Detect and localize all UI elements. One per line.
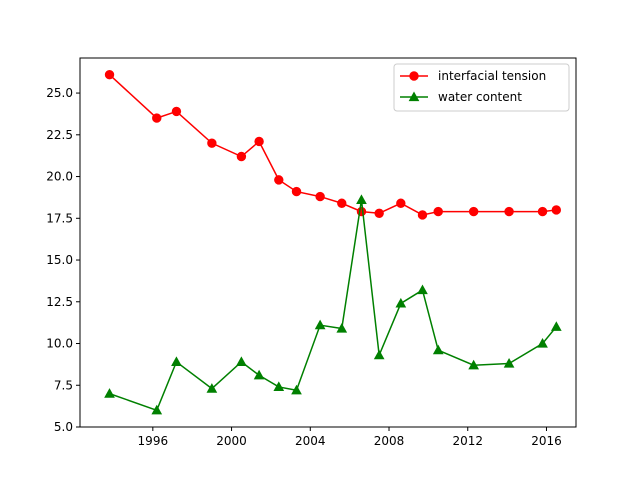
data-point-water-content [417, 284, 428, 295]
data-point-water-content [104, 388, 115, 398]
data-point-water-content [373, 349, 385, 360]
data-point-interfacial-tension [374, 208, 384, 218]
y-tick-label: 12.5 [46, 295, 73, 309]
data-point-interfacial-tension [417, 210, 428, 220]
x-tick-label: 2008 [374, 434, 405, 448]
data-point-water-content [550, 321, 562, 331]
data-point-interfacial-tension [254, 136, 264, 147]
data-point-interfacial-tension [537, 206, 548, 217]
series-interfacial-tension [104, 69, 562, 220]
y-tick-label: 7.5 [54, 378, 73, 392]
legend-marker-water-content [408, 91, 420, 102]
data-point-water-content [468, 359, 480, 370]
data-point-water-content [432, 344, 444, 355]
legend: interfacial tension water content [393, 63, 570, 112]
data-point-interfacial-tension [207, 138, 217, 148]
data-point-water-content [236, 356, 247, 366]
data-point-interfacial-tension [104, 69, 115, 80]
series-layer [104, 69, 562, 415]
y-tick-label: 20.0 [46, 170, 73, 184]
data-point-water-content [171, 356, 182, 366]
x-tick-label: 2004 [295, 434, 326, 448]
y-tick-label: 15.0 [46, 253, 73, 267]
legend-box [393, 63, 570, 112]
data-point-water-content [151, 404, 163, 415]
y-tick-label: 10.0 [46, 337, 73, 351]
x-tick-label: 1996 [138, 434, 169, 448]
y-tick-label: 5.0 [54, 420, 73, 434]
y-tick-label: 22.5 [46, 128, 73, 142]
axes-frame [79, 57, 577, 428]
data-point-water-content [503, 358, 515, 368]
data-point-water-content [336, 322, 348, 333]
data-point-interfacial-tension [504, 206, 514, 217]
data-point-interfacial-tension [236, 151, 247, 162]
data-point-water-content [206, 383, 218, 393]
data-point-water-content [356, 194, 367, 205]
data-point-interfacial-tension [274, 175, 284, 185]
plot-area [79, 57, 577, 428]
data-point-interfacial-tension [433, 206, 443, 217]
data-point-interfacial-tension [171, 106, 182, 117]
x-axis: 1996 2000 2004 2008 2012 2016 [138, 427, 562, 448]
x-tick-label: 2000 [216, 434, 247, 448]
data-point-interfacial-tension [152, 113, 162, 123]
data-point-interfacial-tension [337, 198, 347, 208]
data-point-interfacial-tension [468, 206, 479, 217]
legend-marker-interfacial-tension [409, 71, 419, 81]
data-point-water-content [395, 297, 407, 308]
data-point-interfacial-tension [396, 198, 406, 208]
data-point-interfacial-tension [551, 205, 562, 215]
data-point-water-content [291, 384, 302, 395]
data-point-water-content [314, 319, 326, 330]
legend-label-interfacial-tension: interfacial tension [438, 69, 546, 83]
data-point-water-content [273, 381, 285, 392]
x-tick-label: 2012 [452, 434, 483, 448]
data-point-water-content [537, 337, 548, 348]
y-tick-label: 17.5 [46, 211, 73, 225]
data-point-water-content [253, 369, 265, 380]
y-axis: 5.0 7.5 10.0 12.5 15.0 17.5 20.0 22.5 25.0 [46, 86, 80, 434]
x-tick-label: 2016 [531, 434, 562, 448]
data-point-interfacial-tension [315, 191, 325, 202]
y-tick-label: 25.0 [46, 86, 73, 100]
legend-label-water-content: water content [438, 90, 522, 104]
data-point-interfacial-tension [291, 186, 302, 197]
series-water-content [104, 194, 562, 415]
